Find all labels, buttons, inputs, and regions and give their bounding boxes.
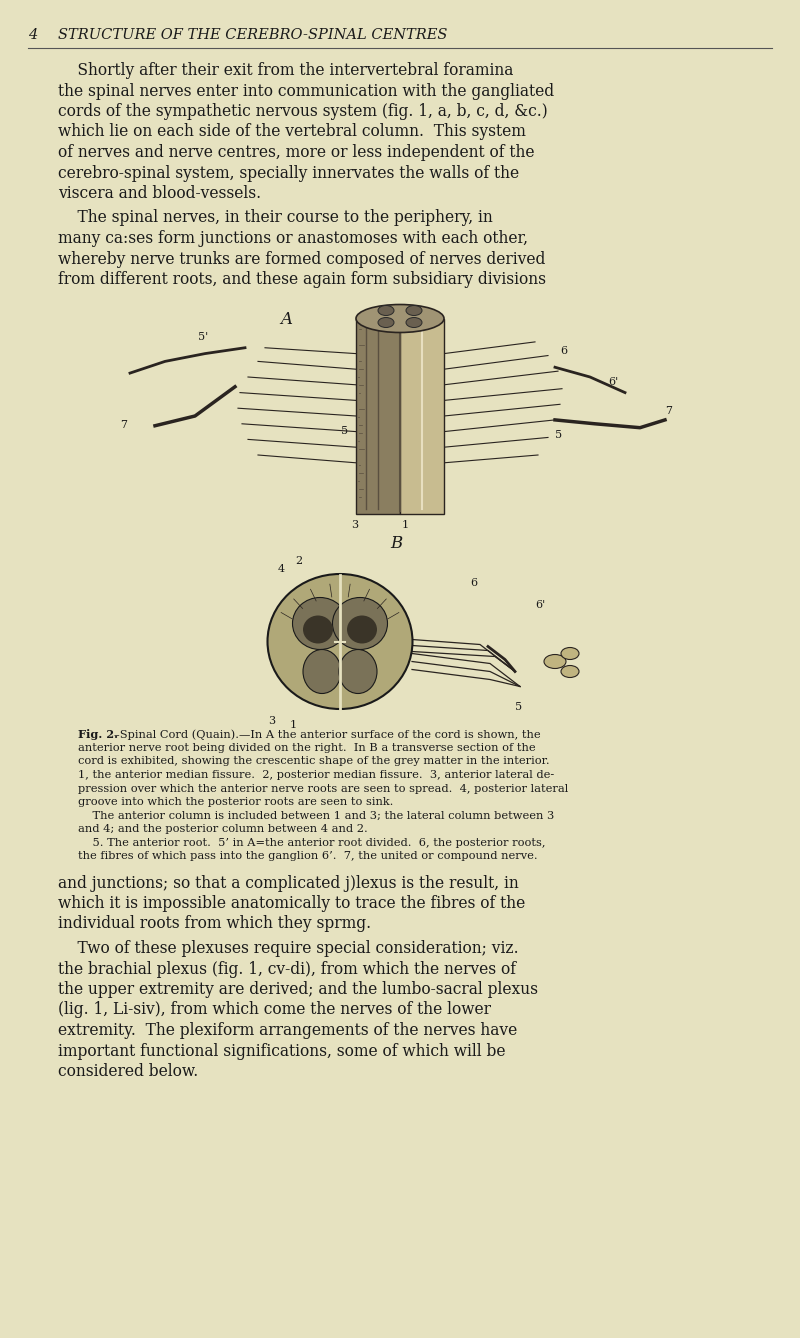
Text: groove into which the posterior roots are seen to sink.: groove into which the posterior roots ar… xyxy=(78,797,394,807)
Text: 7: 7 xyxy=(120,420,127,429)
Text: 4: 4 xyxy=(28,28,38,41)
Text: and junctions; so that a complicated j)lexus is the result, in: and junctions; so that a complicated j)l… xyxy=(58,875,518,891)
Text: 3: 3 xyxy=(351,519,358,530)
Text: 5: 5 xyxy=(341,425,348,436)
Text: cord is exhibited, showing the crescentic shape of the grey matter in the interi: cord is exhibited, showing the crescenti… xyxy=(78,756,550,767)
Ellipse shape xyxy=(561,648,579,660)
Text: 1: 1 xyxy=(402,519,409,530)
Text: the brachial plexus (fig. 1, cv-di), from which the nerves of: the brachial plexus (fig. 1, cv-di), fro… xyxy=(58,961,516,978)
Ellipse shape xyxy=(267,574,413,709)
Text: viscera and blood-vessels.: viscera and blood-vessels. xyxy=(58,185,261,202)
Text: whereby nerve trunks are formed composed of nerves derived: whereby nerve trunks are formed composed… xyxy=(58,250,546,268)
Text: 2: 2 xyxy=(295,557,302,566)
Text: 5. The anterior root.  5’ in A=the anterior root divided.  6, the posterior root: 5. The anterior root. 5’ in A=the anteri… xyxy=(78,838,546,847)
Text: STRUCTURE OF THE CEREBRO-SPINAL CENTRES: STRUCTURE OF THE CEREBRO-SPINAL CENTRES xyxy=(58,28,447,41)
Text: 5': 5' xyxy=(198,332,208,343)
Text: from different roots, and these again form subsidiary divisions: from different roots, and these again fo… xyxy=(58,272,546,288)
Ellipse shape xyxy=(544,654,566,669)
Text: important functional significations, some of which will be: important functional significations, som… xyxy=(58,1042,506,1060)
Text: The anterior column is included between 1 and 3; the lateral column between 3: The anterior column is included between … xyxy=(78,811,554,820)
Ellipse shape xyxy=(378,317,394,328)
Text: 2: 2 xyxy=(404,306,411,317)
Ellipse shape xyxy=(406,305,422,316)
Text: many ca:ses form junctions or anastomoses with each other,: many ca:ses form junctions or anastomose… xyxy=(58,230,528,248)
Text: 3: 3 xyxy=(268,717,275,727)
Ellipse shape xyxy=(293,598,347,649)
Text: 5: 5 xyxy=(515,701,522,712)
Text: which it is impossible anatomically to trace the fibres of the: which it is impossible anatomically to t… xyxy=(58,895,526,913)
Ellipse shape xyxy=(333,598,387,649)
Text: cerebro-spinal system, specially innervates the walls of the: cerebro-spinal system, specially innerva… xyxy=(58,165,519,182)
Text: 1, the anterior median fissure.  2, posterior median fissure.  3, anterior later: 1, the anterior median fissure. 2, poste… xyxy=(78,769,554,780)
Text: 4: 4 xyxy=(377,309,384,320)
Text: A: A xyxy=(280,312,292,329)
Ellipse shape xyxy=(406,317,422,328)
Text: anterior nerve root being divided on the right.  In B a transverse section of th: anterior nerve root being divided on the… xyxy=(78,743,536,753)
Text: Two of these plexuses require special consideration; viz.: Two of these plexuses require special co… xyxy=(58,941,518,957)
Text: the fibres of which pass into the ganglion 6’.  7, the united or compound nerve.: the fibres of which pass into the gangli… xyxy=(78,851,538,860)
Ellipse shape xyxy=(303,649,341,693)
Text: (lig. 1, Li-siv), from which come the nerves of the lower: (lig. 1, Li-siv), from which come the ne… xyxy=(58,1002,491,1018)
Text: 6': 6' xyxy=(608,377,618,387)
Text: individual roots from which they sprmg.: individual roots from which they sprmg. xyxy=(58,915,371,933)
Text: considered below.: considered below. xyxy=(58,1062,198,1080)
Text: of nerves and nerve centres, more or less independent of the: of nerves and nerve centres, more or les… xyxy=(58,145,534,161)
Ellipse shape xyxy=(356,305,444,333)
Text: pression over which the anterior nerve roots are seen to spread.  4, posterior l: pression over which the anterior nerve r… xyxy=(78,784,568,793)
Text: 6: 6 xyxy=(560,345,567,356)
FancyBboxPatch shape xyxy=(356,318,400,514)
Text: 4: 4 xyxy=(278,563,285,574)
FancyBboxPatch shape xyxy=(400,318,444,514)
Text: which lie on each side of the vertebral column.  This system: which lie on each side of the vertebral … xyxy=(58,123,526,140)
Text: the upper extremity are derived; and the lumbo-sacral plexus: the upper extremity are derived; and the… xyxy=(58,981,538,998)
Text: the spinal nerves enter into communication with the gangliated: the spinal nerves enter into communicati… xyxy=(58,83,554,99)
Text: and 4; and the posterior column between 4 and 2.: and 4; and the posterior column between … xyxy=(78,824,368,834)
Text: 1: 1 xyxy=(290,720,297,729)
Ellipse shape xyxy=(561,665,579,677)
Text: 7: 7 xyxy=(665,407,672,416)
Ellipse shape xyxy=(339,649,377,693)
Text: extremity.  The plexiform arrangements of the nerves have: extremity. The plexiform arrangements of… xyxy=(58,1022,518,1040)
Text: B: B xyxy=(390,535,402,553)
Text: –Spinal Cord (Quain).—In A the anterior surface of the cord is shown, the: –Spinal Cord (Quain).—In A the anterior … xyxy=(114,729,541,740)
Text: cords of the sympathetic nervous system (fig. 1, a, b, c, d, &c.): cords of the sympathetic nervous system … xyxy=(58,103,548,120)
Ellipse shape xyxy=(347,615,377,644)
Ellipse shape xyxy=(378,305,394,316)
Text: 6: 6 xyxy=(470,578,477,587)
Text: 5: 5 xyxy=(555,429,562,440)
Text: Fig. 2.: Fig. 2. xyxy=(78,729,118,740)
Text: 6': 6' xyxy=(535,599,546,610)
Text: Shortly after their exit from the intervertebral foramina: Shortly after their exit from the interv… xyxy=(58,62,514,79)
Text: The spinal nerves, in their course to the periphery, in: The spinal nerves, in their course to th… xyxy=(58,210,493,226)
Ellipse shape xyxy=(303,615,333,644)
